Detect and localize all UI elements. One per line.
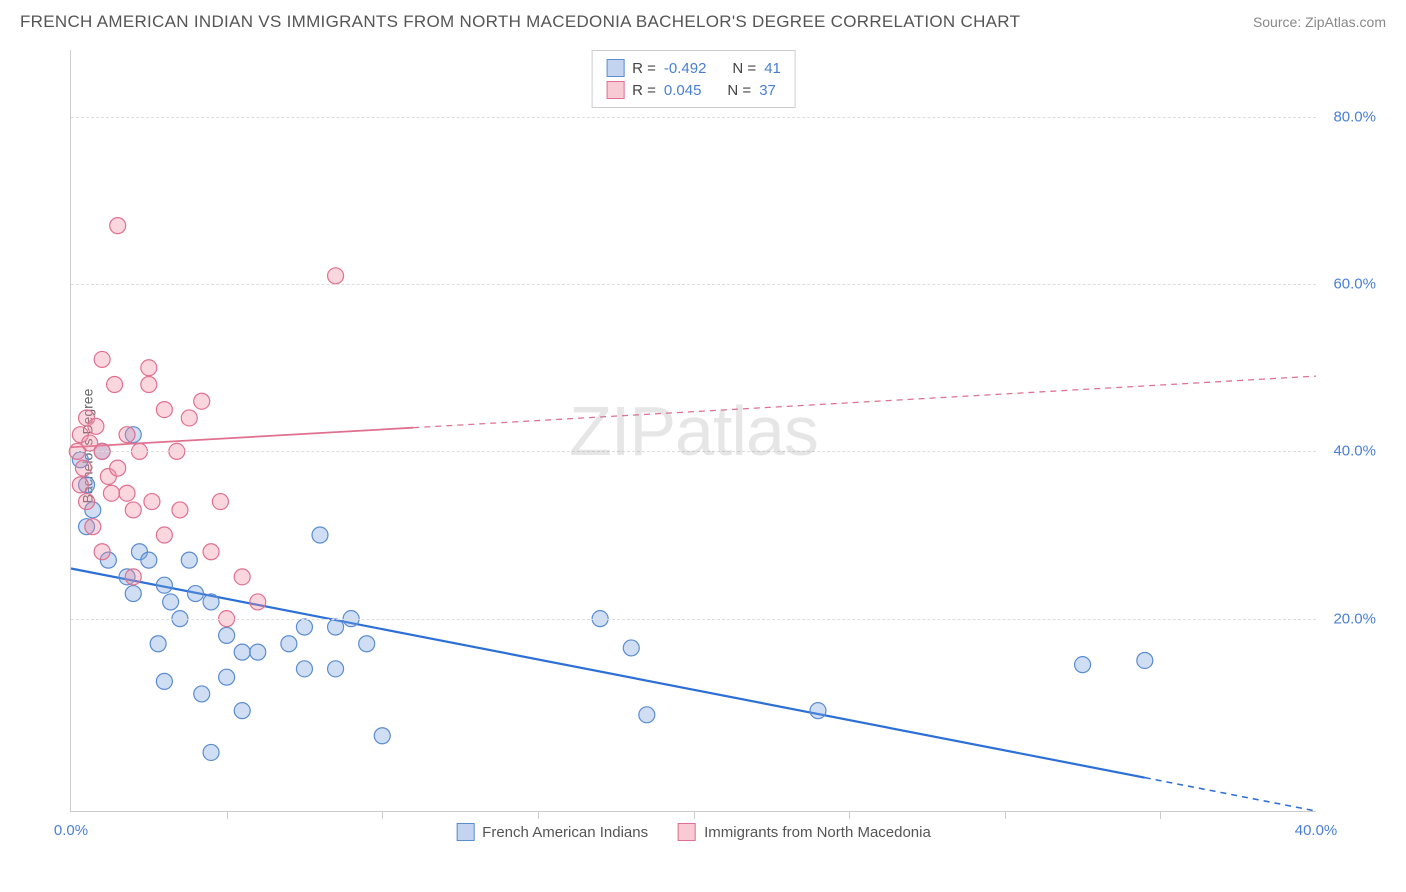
legend-swatch-pink xyxy=(606,81,624,99)
legend-label: Immigrants from North Macedonia xyxy=(704,824,931,841)
r-label: R = xyxy=(632,82,656,99)
legend-label: French American Indians xyxy=(482,824,648,841)
y-tick-label: 80.0% xyxy=(1333,108,1376,125)
legend-swatch-blue xyxy=(606,59,624,77)
legend-series: French American Indians Immigrants from … xyxy=(456,823,931,841)
x-tick xyxy=(382,811,383,819)
r-label: R = xyxy=(632,60,656,77)
x-tick xyxy=(227,811,228,819)
gridline xyxy=(71,451,1316,452)
x-tick-label: 40.0% xyxy=(1295,822,1338,839)
plot-area: ZIPatlas R = -0.492 N = 41 R = 0.045 N =… xyxy=(70,50,1316,812)
legend-swatch-pink xyxy=(678,823,696,841)
x-tick xyxy=(694,811,695,819)
x-tick xyxy=(538,811,539,819)
legend-item-0: French American Indians xyxy=(456,823,648,841)
n-label: N = xyxy=(732,60,756,77)
legend-item-1: Immigrants from North Macedonia xyxy=(678,823,931,841)
x-tick xyxy=(1160,811,1161,819)
x-tick-label: 0.0% xyxy=(54,822,88,839)
n-label: N = xyxy=(727,82,751,99)
legend-stats-row-1: R = 0.045 N = 37 xyxy=(606,79,781,101)
chart-title: FRENCH AMERICAN INDIAN VS IMMIGRANTS FRO… xyxy=(20,12,1020,32)
legend-stats-row-0: R = -0.492 N = 41 xyxy=(606,57,781,79)
x-tick xyxy=(849,811,850,819)
chart-header: FRENCH AMERICAN INDIAN VS IMMIGRANTS FRO… xyxy=(0,0,1406,40)
y-tick-label: 40.0% xyxy=(1333,443,1376,460)
legend-swatch-blue xyxy=(456,823,474,841)
x-tick xyxy=(1005,811,1006,819)
legend-stats: R = -0.492 N = 41 R = 0.045 N = 37 xyxy=(591,50,796,108)
chart-source: Source: ZipAtlas.com xyxy=(1253,14,1386,30)
gridline xyxy=(71,619,1316,620)
y-tick-label: 60.0% xyxy=(1333,276,1376,293)
gridline xyxy=(71,117,1316,118)
gridline xyxy=(71,284,1316,285)
r-value: 0.045 xyxy=(664,82,702,99)
y-tick-label: 20.0% xyxy=(1333,610,1376,627)
scatter-svg xyxy=(71,50,1316,811)
r-value: -0.492 xyxy=(664,60,707,77)
n-value: 37 xyxy=(759,82,776,99)
n-value: 41 xyxy=(764,60,781,77)
chart-container: Bachelor's Degree ZIPatlas R = -0.492 N … xyxy=(50,50,1386,842)
